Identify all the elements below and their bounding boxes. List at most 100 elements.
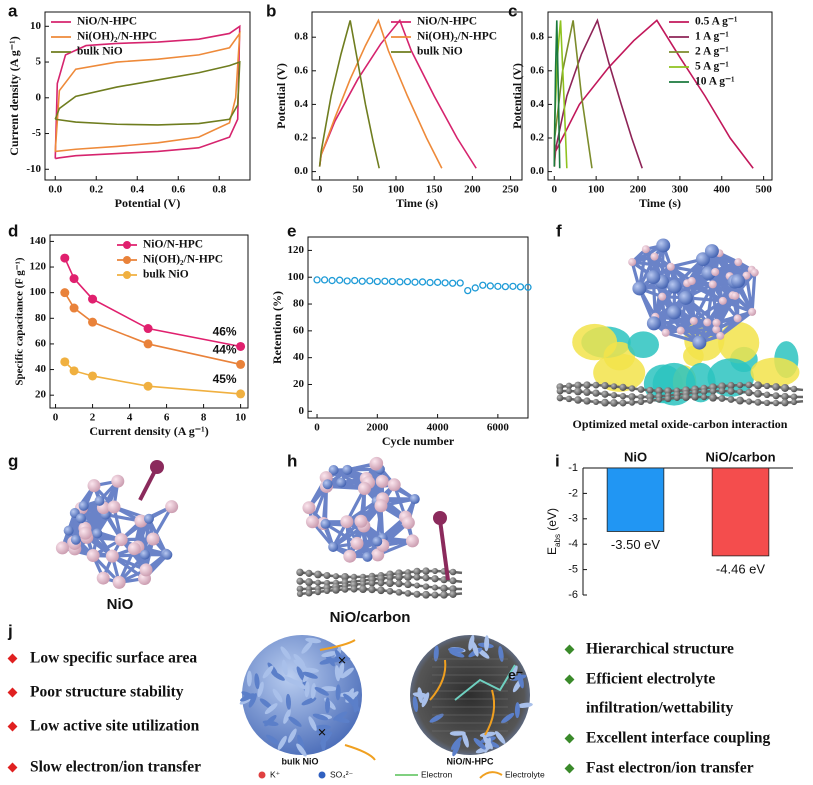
nanosheet [462, 732, 469, 748]
o-atom [689, 316, 698, 325]
legend-label: 0.5 A g⁻¹ [695, 16, 737, 28]
carbon-atom [709, 393, 717, 402]
ni-atom [92, 528, 103, 539]
nanosheet [433, 645, 439, 662]
y-tick-label: -5 [568, 564, 578, 576]
o-atom [86, 549, 100, 563]
data-point [441, 279, 449, 287]
carbon-atom [368, 585, 376, 594]
nanosheet [308, 716, 317, 731]
x-tick-label: 0.2 [89, 184, 103, 196]
legend-label: Ni(OH)₂/N-HPC [143, 254, 223, 266]
series-line [553, 19, 754, 169]
carbon-atom [377, 586, 385, 595]
y-axis-label: Retention (%) [270, 291, 284, 364]
y-tick-label: 0.8 [294, 31, 308, 43]
x-tick-label: 200 [630, 184, 647, 196]
y-tick-label: 20 [35, 389, 47, 401]
y-axis-label: Specific capacitance (F g⁻¹) [14, 257, 26, 385]
ni-atom [372, 536, 383, 547]
o-atom [711, 267, 720, 276]
o-atom [718, 296, 727, 305]
nanosheet [321, 686, 338, 692]
data-point [479, 281, 487, 289]
nanosheet [293, 653, 306, 667]
x-tick-label: 6000 [487, 422, 510, 434]
schematic-legend: K⁺ [270, 769, 281, 779]
ni-atom [322, 479, 333, 490]
o-atom [375, 474, 389, 488]
carbon-atom [637, 386, 645, 393]
ni-atom [336, 477, 347, 488]
nanosheet [257, 681, 264, 698]
carbon-atom [565, 395, 573, 403]
x-tick-label: 2 [90, 412, 96, 424]
carbon-atom [440, 584, 448, 593]
nanosheet [296, 666, 305, 682]
o-atom [405, 534, 419, 548]
x-axis-label: Current density (A g⁻¹) [89, 424, 208, 438]
ni-atom [70, 534, 81, 545]
nanosheet [280, 646, 291, 660]
panel-letter: i [555, 451, 560, 470]
charge-density [627, 331, 659, 359]
x-axis-label: Time (s) [639, 196, 681, 210]
carbon-atom [790, 385, 798, 393]
data-point [236, 389, 246, 399]
x-tick-label: 0 [53, 412, 59, 424]
image-label: NiO/N-HPC [447, 756, 495, 766]
panel-letter: j [7, 621, 13, 640]
carbon-atom [440, 591, 448, 599]
charge-density [750, 357, 800, 387]
x-tick-label: 10 [235, 412, 247, 424]
y-axis-label-sub: abs [553, 534, 562, 547]
carbon-atom [305, 569, 313, 577]
panel-letter: d [8, 221, 18, 240]
carbon-atom [574, 396, 582, 404]
carbon-atom [296, 590, 304, 598]
schematic-legend: SO₄²⁻ [330, 769, 354, 779]
nanosheet [248, 693, 257, 708]
ni-atom [667, 305, 682, 320]
carbon-atom [700, 388, 708, 395]
carbon-atom [296, 568, 304, 577]
y-tick-label: 100 [30, 286, 47, 298]
legend-label: NiO/N-HPC [143, 239, 203, 251]
bond [692, 282, 715, 323]
carbon-atom [332, 586, 340, 594]
o-atom [146, 532, 160, 546]
carbon-atom [592, 398, 600, 405]
ni-atom [409, 494, 420, 505]
bond [438, 519, 450, 581]
y-tick-label: -6 [568, 589, 578, 601]
carbon-atom [449, 590, 457, 598]
carbon-atom [583, 397, 591, 405]
carbon-atom [341, 585, 349, 593]
nanosheet [498, 646, 504, 662]
carbon-atom [637, 393, 645, 401]
y-tick-label: -3 [568, 513, 578, 525]
data-point [343, 277, 351, 285]
o-atom [641, 245, 650, 254]
nanosheet [259, 698, 273, 710]
carbon-atom [359, 580, 367, 587]
carbon-atom [296, 585, 304, 593]
ni-atom [646, 316, 661, 331]
carbon-atom [754, 398, 762, 406]
o-atom [734, 258, 743, 267]
panel-letter: g [8, 451, 18, 470]
data-point [60, 288, 70, 298]
carbon-atom [395, 588, 403, 596]
carbon-atom [745, 381, 753, 389]
y-axis-label: Eabs (eV) [545, 508, 561, 555]
carbon-atom [395, 580, 403, 588]
carbon-atom [781, 383, 789, 392]
x-tick-label: 0 [552, 184, 558, 196]
carbon-atom [422, 590, 430, 599]
carbon-atom [655, 387, 663, 395]
o-atom [114, 533, 128, 547]
data-point [69, 274, 79, 284]
value-label: -3.50 eV [611, 537, 660, 552]
carbon-atom [637, 398, 645, 406]
carbon-atom [601, 381, 609, 390]
